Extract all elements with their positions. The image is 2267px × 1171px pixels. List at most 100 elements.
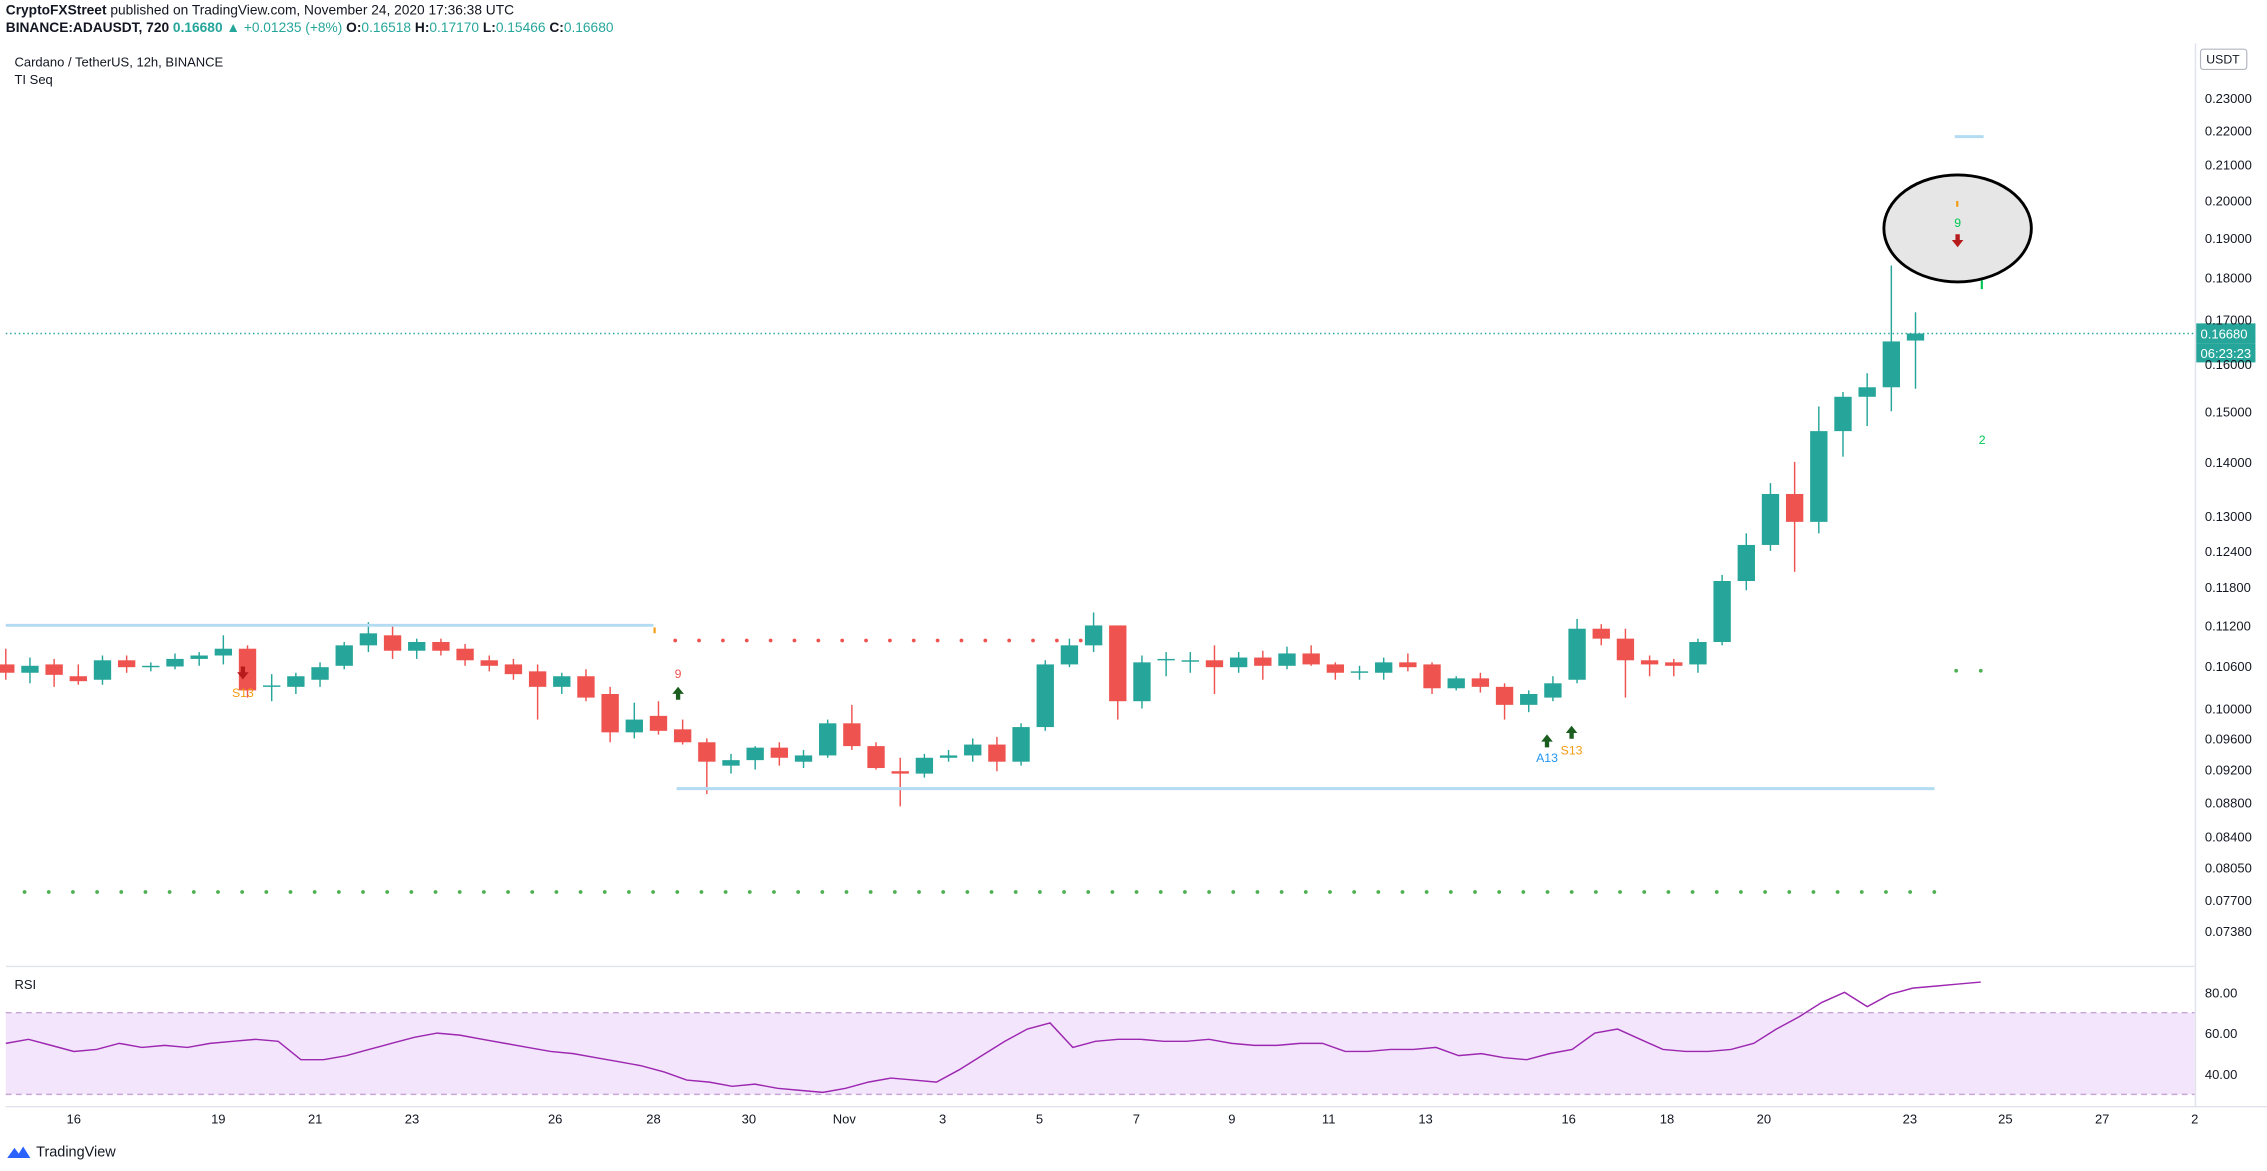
candle-down <box>601 693 619 733</box>
candle-up <box>1181 660 1199 662</box>
support-dot <box>892 890 897 894</box>
candle-up <box>1157 658 1175 661</box>
footer-brand[interactable]: TradingView <box>36 1144 116 1161</box>
price-tick-label: 0.09600 <box>2205 731 2252 746</box>
candle-down <box>504 664 523 675</box>
candle-up <box>1689 641 1707 665</box>
support-dot <box>119 890 124 894</box>
legend-title[interactable]: Cardano / TetherUS, 12h, BINANCE <box>14 54 224 70</box>
support-dot <box>482 890 486 894</box>
count-label: 9 <box>1954 216 1961 230</box>
support-dot <box>1642 890 1647 894</box>
resistance-dot <box>697 638 701 643</box>
resistance-dot <box>1055 638 1059 643</box>
price-tick-label: 0.12400 <box>2205 544 2252 559</box>
support-dot <box>1618 890 1622 894</box>
support-dot <box>1062 890 1066 894</box>
sell-arrow-icon <box>237 666 249 680</box>
candle-down <box>1640 660 1659 665</box>
resistance-dot <box>983 638 988 643</box>
price-tick-label: 0.21000 <box>2205 158 2252 173</box>
support-dot <box>1859 890 1864 894</box>
mini-marker <box>653 627 656 634</box>
publish-info: CryptoFXStreet published on TradingView.… <box>6 3 514 19</box>
support-dot <box>1690 890 1695 894</box>
candle-down <box>1495 686 1514 705</box>
candle-up <box>794 755 813 762</box>
candle-up <box>722 760 740 766</box>
resistance-dot <box>721 638 725 643</box>
price-tick-label: 0.14000 <box>2205 455 2252 470</box>
legend-indicator[interactable]: TI Seq <box>14 72 53 87</box>
candle-down <box>1326 664 1345 673</box>
support-dot <box>820 890 825 894</box>
price-tick-label: 0.07700 <box>2205 893 2252 908</box>
support-dot <box>46 890 51 894</box>
candle-up <box>964 744 982 756</box>
last-price-badge <box>2196 323 2256 344</box>
count-label: 9 <box>675 667 682 681</box>
candle-up <box>1544 683 1562 698</box>
price-tick-label: 0.18000 <box>2205 271 2252 286</box>
support-dot <box>578 890 583 894</box>
resistance-dot <box>744 638 749 643</box>
candle-up <box>1229 657 1248 668</box>
support-dot <box>167 890 172 894</box>
last-price: 0.16680 <box>172 20 223 37</box>
candle-up <box>311 667 329 680</box>
setup-label: S13 <box>232 686 254 700</box>
candle-up <box>1737 544 1755 582</box>
currency-unit-label: USDT <box>2206 53 2240 67</box>
support-dot <box>723 890 728 894</box>
support-dot <box>989 890 994 894</box>
buy-arrow-icon <box>672 686 684 700</box>
resistance-dot <box>959 638 964 643</box>
resistance-dot <box>1031 638 1035 643</box>
tradingview-logo-icon <box>7 1146 31 1159</box>
candle-up <box>142 665 160 668</box>
support-dot <box>433 890 438 894</box>
time-tick-label: 26 <box>548 1111 562 1126</box>
setup-label: A13 <box>1536 751 1558 765</box>
support-dot <box>1569 890 1574 894</box>
currency-unit-box <box>2199 48 2248 70</box>
time-tick-label: 27 <box>2095 1111 2109 1126</box>
support-dot <box>409 890 414 894</box>
support-dot <box>312 890 317 894</box>
time-tick-label: 2 <box>2191 1111 2198 1126</box>
time-tick-label: 21 <box>308 1111 322 1126</box>
time-tick-label: 7 <box>1133 1111 1140 1126</box>
price-tick-label: 0.16000 <box>2205 357 2252 372</box>
buy-arrow-icon <box>1541 734 1553 748</box>
support-dot <box>1473 890 1477 894</box>
support-dot <box>1352 890 1357 894</box>
publisher-name[interactable]: CryptoFXStreet <box>5 2 107 19</box>
time-tick-label: 30 <box>742 1111 756 1126</box>
support-dot <box>1279 890 1284 894</box>
rsi-label[interactable]: RSI <box>14 977 37 992</box>
candle-up <box>1858 387 1876 397</box>
time-tick-label: 23 <box>405 1111 419 1126</box>
support-dot <box>1593 890 1598 894</box>
support-dot <box>385 890 390 894</box>
time-tick-label: Nov <box>833 1111 857 1126</box>
candle-up <box>1834 396 1852 432</box>
candle-down <box>432 641 450 651</box>
candle-down <box>1471 678 1490 687</box>
support-dot <box>602 890 607 894</box>
candle-up <box>1713 581 1731 642</box>
setup-label: S13 <box>1561 744 1583 758</box>
support-dot <box>965 890 970 894</box>
support-dot <box>1787 890 1792 894</box>
price-change: ▲ +0.01235 (+8%) <box>226 20 343 37</box>
candle-up <box>1012 727 1030 762</box>
support-dot <box>1328 890 1332 894</box>
resistance-dot <box>673 638 678 643</box>
support-dot <box>868 890 873 894</box>
candle-down <box>1423 664 1441 689</box>
price-tick-label: 0.22000 <box>2205 124 2252 139</box>
candle-down <box>69 676 87 682</box>
support-dot <box>1739 890 1743 894</box>
